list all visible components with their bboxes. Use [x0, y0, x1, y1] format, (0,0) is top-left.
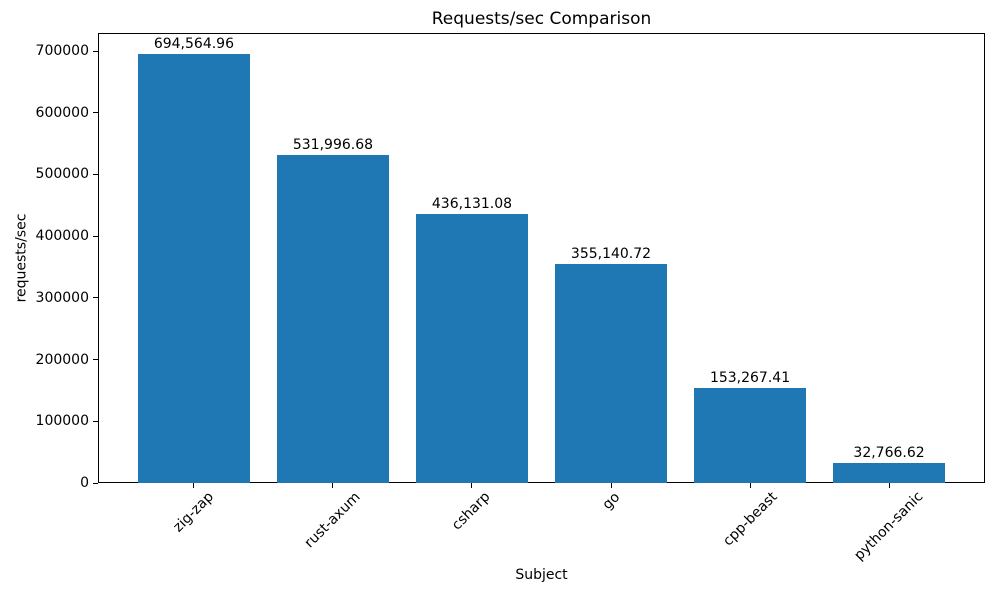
y-tick-mark [93, 420, 98, 422]
x-tick-label-cpp-beast: cpp-beast [719, 488, 781, 550]
bar-value-label: 531,996.68 [292, 136, 374, 153]
x-tick-mark [193, 483, 195, 488]
y-tick-mark [93, 235, 98, 237]
bar-python-sanic [833, 462, 945, 483]
x-tick-label-python-sanic: python-sanic [851, 488, 927, 565]
y-tick-mark [93, 112, 98, 114]
x-tick-label-rust-axum: rust-axum [301, 489, 364, 552]
y-tick-label: 500000 [35, 166, 89, 183]
y-tick-mark [93, 50, 98, 52]
x-tick-mark [471, 483, 473, 488]
y-tick-label: 300000 [35, 289, 89, 306]
y-tick-mark [93, 173, 98, 175]
x-tick-mark [888, 483, 890, 488]
bar-rust-axum [277, 154, 389, 483]
y-tick-mark [93, 482, 98, 484]
bar-value-label: 32,766.62 [853, 444, 925, 461]
x-tick-label-zig-zap: zig-zap [170, 488, 217, 536]
y-tick-label: 700000 [35, 43, 89, 60]
x-axis-label: Subject [515, 567, 568, 583]
bar-csharp [416, 213, 528, 483]
x-tick-mark [749, 483, 751, 488]
bar-value-label: 153,267.41 [709, 370, 791, 387]
x-tick-label-csharp: csharp [449, 488, 494, 534]
y-tick-label: 0 [80, 475, 89, 491]
x-tick-mark [610, 483, 612, 488]
y-tick-label: 400000 [35, 228, 89, 245]
y-tick-mark [93, 359, 98, 361]
y-tick-label: 100000 [35, 413, 89, 430]
bar-zig-zap [138, 54, 250, 483]
bar-cpp-beast [694, 388, 806, 483]
y-tick-label: 600000 [35, 104, 89, 121]
x-tick-label-go: go [599, 488, 623, 513]
bar-value-label: 694,564.96 [153, 36, 234, 53]
y-tick-mark [93, 297, 98, 299]
bar-go [555, 263, 667, 483]
y-tick-label: 200000 [35, 351, 89, 368]
chart-title: Requests/sec Comparison [431, 9, 652, 29]
bar-value-label: 355,140.72 [570, 245, 652, 262]
bar-value-label: 436,131.08 [431, 195, 513, 212]
y-axis-label: requests/sec [12, 213, 29, 303]
x-tick-mark [332, 483, 334, 488]
